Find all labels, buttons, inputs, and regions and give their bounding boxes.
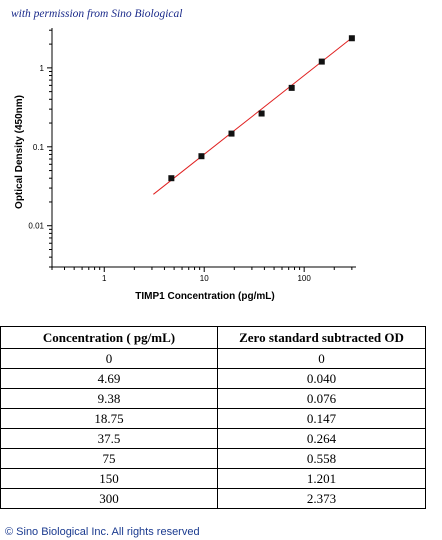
table-cell: 0.264 [217,428,426,449]
table-cell: 150 [0,468,218,489]
table-cell: 0.040 [217,368,426,389]
x-tick-label: 10 [200,274,209,283]
data-point [228,130,235,137]
table-cell: 37.5 [0,428,218,449]
y-tick-label: 0.01 [28,222,44,231]
data-points-group [168,35,355,182]
data-point [198,153,205,160]
copyright-notice: © Sino Biological Inc. All rights reserv… [5,526,200,538]
data-point [318,58,325,65]
table-row: 300 2.373 [0,488,426,509]
y-axis-label: Optical Density (450nm) [14,95,25,209]
table-cell: 0 [217,348,426,369]
table-cell: 300 [0,488,218,509]
standard-data-table: Concentration ( pg/mL) Zero standard sub… [0,326,426,509]
x-tick-label: 1 [102,274,107,283]
table-cell: 18.75 [0,408,218,429]
table-cell: 75 [0,448,218,469]
table-cell: 4.69 [0,368,218,389]
data-point [288,84,295,91]
permission-note: with permission from Sino Biological [11,8,183,20]
table-row: 18.75 0.147 [0,408,426,429]
table-row: 75 0.558 [0,448,426,469]
table-cell: 0 [0,348,218,369]
table-cell: 9.38 [0,388,218,409]
y-tick-label: 0.1 [33,143,45,152]
x-tick-label: 100 [297,274,311,283]
table-row: 9.38 0.076 [0,388,426,409]
table-row: 37.5 0.264 [0,428,426,449]
x-axis-label: TIMP1 Concentration (pg/mL) [135,291,274,302]
column-header-concentration: Concentration ( pg/mL) [0,326,218,349]
table-cell: 1.201 [217,468,426,489]
data-point [258,110,265,117]
standard-curve-chart: 1 10 100 1 0.1 0.01 TIMP1 Concentration (pg/m… [14,28,356,302]
chart-axes: 1 10 100 1 0.1 0.01 [28,28,356,283]
column-header-od: Zero standard subtracted OD [217,326,426,349]
table-cell: 0.076 [217,388,426,409]
table-header-row: Concentration ( pg/mL) Zero standard sub… [0,326,426,349]
table-cell: 2.373 [217,488,426,509]
table-cell: 0.147 [217,408,426,429]
table-row: 150 1.201 [0,468,426,489]
y-tick-label: 1 [40,64,45,73]
table-cell: 0.558 [217,448,426,469]
table-row: 4.69 0.040 [0,368,426,389]
data-point [168,175,175,182]
data-point [348,35,355,42]
